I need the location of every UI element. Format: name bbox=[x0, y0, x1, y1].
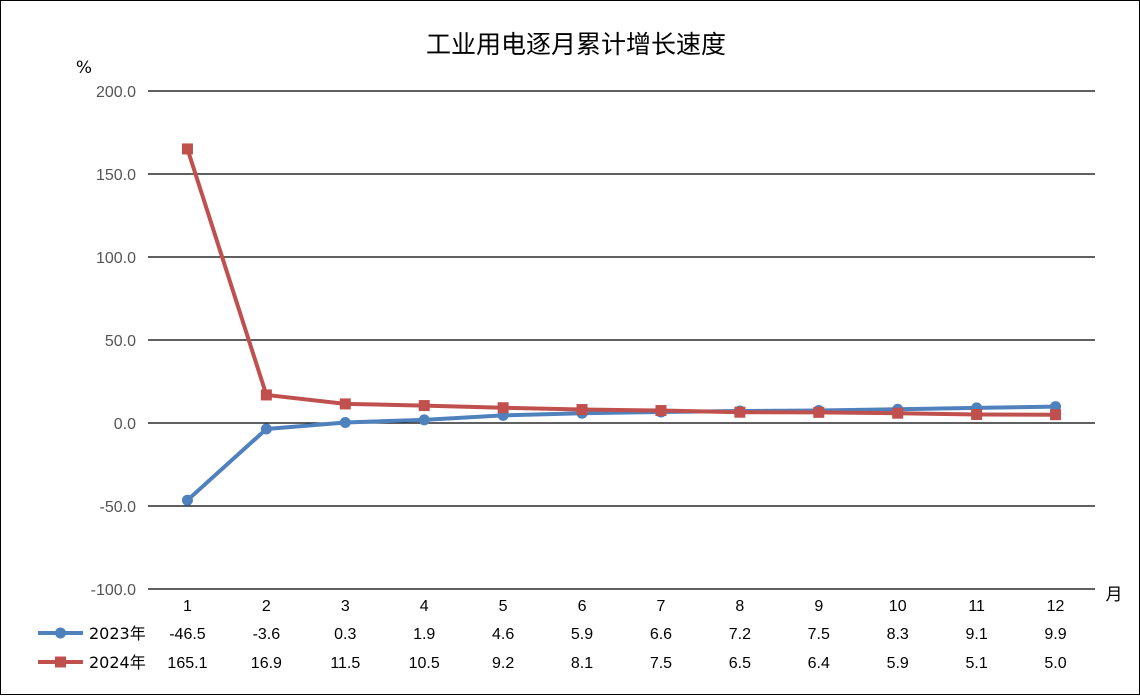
x-tick-label: 9 bbox=[814, 598, 823, 615]
data-point bbox=[1050, 409, 1062, 421]
data-table-cell: 7.5 bbox=[808, 626, 830, 643]
x-tick-label: 1 bbox=[183, 598, 192, 615]
legend-label: 2024年 bbox=[89, 653, 146, 672]
data-point bbox=[813, 406, 825, 418]
data-table-cell: 9.9 bbox=[1044, 626, 1066, 643]
data-table-cell: 7.5 bbox=[650, 655, 672, 672]
data-table-cell: 16.9 bbox=[251, 655, 282, 672]
data-point bbox=[418, 414, 430, 426]
x-tick-label: 12 bbox=[1047, 598, 1065, 615]
legend-label: 2023年 bbox=[89, 624, 146, 643]
legend-marker bbox=[55, 627, 66, 639]
series-line bbox=[185, 404, 1058, 503]
data-table-cell: 0.3 bbox=[334, 626, 356, 643]
data-table-cell: -46.5 bbox=[169, 626, 206, 643]
data-point bbox=[655, 405, 667, 417]
x-tick-label: 6 bbox=[578, 598, 587, 615]
data-point bbox=[181, 143, 193, 155]
data-table-cell: 9.2 bbox=[492, 655, 514, 672]
data-point bbox=[339, 398, 351, 410]
data-table-row: 2023年 -46.5 -3.6 0.3 1.9 4.6 5.9 6.6 7.2 7.5 8.3 9.… bbox=[38, 624, 1067, 643]
y-axis-unit-label: % bbox=[76, 58, 92, 78]
y-tick-label: 50.0 bbox=[105, 333, 136, 350]
legend-marker bbox=[55, 656, 66, 668]
data-point bbox=[892, 407, 904, 419]
x-tick-label: 4 bbox=[420, 598, 429, 615]
data-point bbox=[418, 400, 430, 412]
x-tick-label: 7 bbox=[657, 598, 666, 615]
x-tick-label: 10 bbox=[889, 598, 907, 615]
data-table: 2023年 -46.5 -3.6 0.3 1.9 4.6 5.9 6.6 7.2 7.5 8.3 9.… bbox=[38, 624, 1067, 672]
series-1 bbox=[181, 401, 1062, 506]
x-tick-label: 3 bbox=[341, 598, 350, 615]
x-axis-unit-label: 月 bbox=[1106, 585, 1123, 605]
series-line bbox=[185, 146, 1058, 417]
data-table-cell: 5.1 bbox=[966, 655, 988, 672]
data-table-cell: 9.1 bbox=[966, 626, 988, 643]
data-point bbox=[576, 404, 588, 416]
y-axis-ticks: 200.0 150.0 100.0 50.0 0.0 -50.0 -100.0 bbox=[91, 84, 136, 599]
data-table-row: 2024年 165.1 16.9 11.5 10.5 9.2 8.1 7.5 6.5 6.4 5.9… bbox=[38, 653, 1067, 672]
data-point bbox=[734, 406, 746, 418]
data-table-cell: 11.5 bbox=[330, 655, 360, 672]
y-tick-label: 0.0 bbox=[114, 416, 136, 433]
data-table-cell: 5.0 bbox=[1044, 655, 1066, 672]
data-table-cell: 165.1 bbox=[167, 655, 207, 672]
x-tick-label: 5 bbox=[499, 598, 508, 615]
data-table-cell: 8.3 bbox=[887, 626, 909, 643]
x-tick-label: 8 bbox=[735, 598, 744, 615]
x-tick-label: 11 bbox=[968, 598, 985, 615]
data-table-cell: 10.5 bbox=[409, 655, 440, 672]
y-tick-label: -100.0 bbox=[91, 582, 136, 599]
series-lines bbox=[181, 143, 1062, 506]
data-table-cell: 1.9 bbox=[413, 626, 435, 643]
x-axis-ticks: 1 2 3 4 5 6 7 8 9 10 11 12 bbox=[183, 598, 1065, 615]
data-table-cell: 6.5 bbox=[729, 655, 751, 672]
data-table-cell: 8.1 bbox=[571, 655, 593, 672]
x-tick-label: 2 bbox=[262, 598, 271, 615]
data-table-cell: 4.6 bbox=[492, 626, 514, 643]
y-tick-label: 200.0 bbox=[96, 84, 136, 101]
y-tick-label: 100.0 bbox=[96, 250, 136, 267]
data-point bbox=[260, 423, 272, 435]
data-table-cell: 5.9 bbox=[887, 655, 909, 672]
chart-title: 工业用电逐月累计增长速度 bbox=[426, 30, 726, 59]
y-tick-label: -50.0 bbox=[100, 499, 137, 516]
series-2 bbox=[181, 143, 1062, 421]
data-table-cell: 6.6 bbox=[650, 626, 672, 643]
data-point bbox=[181, 494, 193, 506]
data-point bbox=[339, 417, 351, 429]
data-table-cell: 5.9 bbox=[571, 626, 593, 643]
data-point bbox=[260, 389, 272, 401]
y-tick-label: 150.0 bbox=[96, 167, 136, 184]
data-point bbox=[497, 402, 509, 414]
gridlines bbox=[148, 90, 1095, 590]
data-table-cell: 7.2 bbox=[729, 626, 751, 643]
data-point bbox=[971, 409, 983, 421]
data-table-cell: 6.4 bbox=[808, 655, 830, 672]
data-table-cell: -3.6 bbox=[253, 626, 281, 643]
